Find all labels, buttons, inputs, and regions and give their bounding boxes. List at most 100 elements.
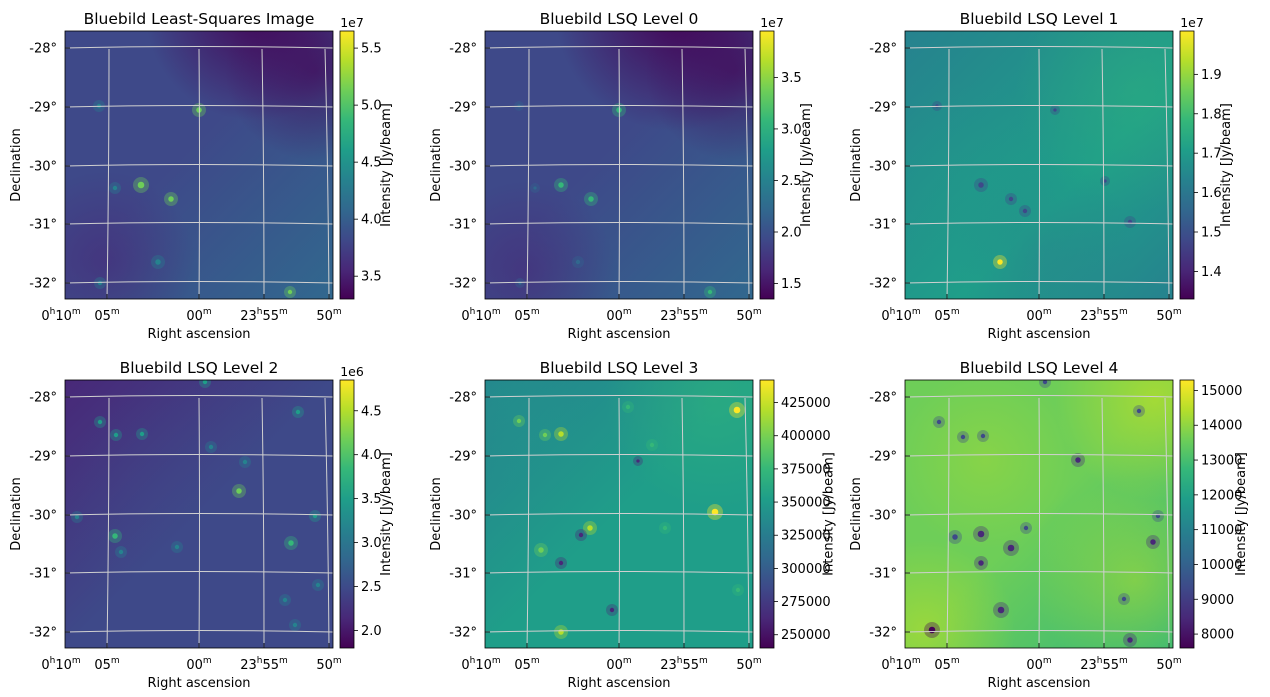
ra-grid-line xyxy=(1038,397,1040,648)
y-axis-label: Declination xyxy=(9,128,24,202)
point-source xyxy=(977,530,985,538)
x-tick-label: 05m xyxy=(514,656,539,673)
dec-grid-line xyxy=(905,222,1173,225)
colorbar-label: Intensity [Jy/beam] xyxy=(1234,452,1249,576)
y-tick-label: -31° xyxy=(29,567,57,582)
y-tick-label: -31° xyxy=(869,567,897,582)
image-area xyxy=(905,31,1173,299)
emission-region xyxy=(1055,380,1173,500)
ra-grid-line xyxy=(526,48,530,299)
y-axis-label: Declination xyxy=(849,477,864,551)
colorbar-tick-label: 3.5 xyxy=(361,492,382,507)
emission-region xyxy=(905,540,1015,648)
dec-grid-line xyxy=(905,630,1173,633)
x-axis-label: Right ascension xyxy=(147,676,250,691)
image-area xyxy=(479,31,753,301)
point-source xyxy=(960,434,966,440)
colorbar-tick-label: 1.5 xyxy=(1201,226,1222,241)
point-source xyxy=(1023,525,1029,531)
emission-region xyxy=(645,31,753,161)
y-tick-label: -32° xyxy=(869,277,897,292)
point-source xyxy=(1075,457,1081,463)
point-source xyxy=(558,182,564,188)
dec-grid-line xyxy=(65,630,333,633)
ra-grid-line xyxy=(526,397,530,648)
x-tick-label: 50m xyxy=(316,307,341,324)
colorbar-tick-label: 4.5 xyxy=(361,404,382,419)
ra-grid-line xyxy=(946,48,950,299)
y-tick-label: -30° xyxy=(29,509,57,524)
point-source xyxy=(208,444,214,450)
y-tick-label: -32° xyxy=(869,626,897,641)
x-tick-label: 0h10m xyxy=(461,656,500,673)
colorbar-tick-label: 4.0 xyxy=(361,448,382,463)
colorbar-tick-label: 275000 xyxy=(781,595,831,610)
dec-grid-line xyxy=(905,395,1173,398)
chart-title: Bluebild LSQ Level 1 xyxy=(960,10,1119,28)
dec-grid-line xyxy=(485,513,753,516)
x-tick-label: 05m xyxy=(94,307,119,324)
dec-grid-line xyxy=(905,281,1173,284)
ra-grid-line xyxy=(479,49,483,301)
point-source xyxy=(636,459,640,463)
emission-region xyxy=(485,181,615,299)
colorbar-tick-label: 12000 xyxy=(1201,488,1242,503)
point-source xyxy=(74,514,80,520)
point-source xyxy=(1022,208,1028,214)
y-axis-label: Declination xyxy=(429,128,444,202)
point-source xyxy=(558,629,564,635)
image-area xyxy=(65,380,333,648)
x-tick-label: 50m xyxy=(1156,656,1181,673)
emission-region xyxy=(635,520,753,648)
x-axis-label: Right ascension xyxy=(567,327,670,342)
ra-grid-line xyxy=(261,397,265,648)
ra-grid-line xyxy=(198,397,200,648)
emission-region xyxy=(905,380,1075,550)
x-tick-label: 50m xyxy=(736,656,761,673)
colorbar-tick-label: 4.5 xyxy=(361,156,382,171)
colorbar-tick-label: 15000 xyxy=(1201,384,1242,399)
colorbar xyxy=(759,379,775,649)
colorbar-tick-label: 350000 xyxy=(781,496,831,511)
point-source xyxy=(625,404,631,410)
point-source xyxy=(936,419,942,425)
x-axis-label: Right ascension xyxy=(987,327,1090,342)
ra-grid-line xyxy=(681,397,685,648)
ra-grid-line xyxy=(324,397,330,648)
point-source xyxy=(1053,108,1057,112)
point-source xyxy=(202,380,208,385)
colorbar-tick-label: 3.0 xyxy=(361,536,382,551)
dec-grid-line xyxy=(65,571,333,574)
dec-grid-line xyxy=(485,105,753,108)
colorbar xyxy=(1179,379,1195,649)
colorbar-tick-label: 1.6 xyxy=(1201,186,1222,201)
point-source xyxy=(997,606,1005,614)
point-source xyxy=(295,409,301,415)
point-source xyxy=(997,259,1003,265)
ra-grid-line xyxy=(106,397,110,648)
x-tick-label: 23h55m xyxy=(660,656,708,673)
point-source xyxy=(112,185,118,191)
colorbar-tick-label: 1.8 xyxy=(1201,107,1222,122)
x-tick-label: 00m xyxy=(1026,307,1051,324)
chart-title: Bluebild LSQ Level 4 xyxy=(960,359,1119,377)
colorbar-offset: 1e6 xyxy=(340,364,364,379)
y-tick-label: -28° xyxy=(869,42,897,57)
x-tick-label: 05m xyxy=(514,307,539,324)
dec-grid-line xyxy=(485,395,753,398)
point-source xyxy=(952,534,958,540)
chart-title: Bluebild Least-Squares Image xyxy=(84,10,315,28)
chart-panel: Bluebild LSQ Level 1 -28° -29° -30° -31° -32°… xyxy=(849,10,1234,342)
x-tick-label: 00m xyxy=(606,656,631,673)
x-tick-label: 23h55m xyxy=(1080,307,1128,324)
y-tick-label: -30° xyxy=(29,160,57,175)
dec-grid-line xyxy=(65,105,333,108)
point-source xyxy=(538,547,544,553)
dec-grid-line xyxy=(485,630,753,633)
y-tick-label: -32° xyxy=(449,626,477,641)
dec-grid-line xyxy=(65,281,333,284)
point-source xyxy=(236,488,242,494)
x-tick-label: 23h55m xyxy=(240,656,288,673)
ra-grid-line xyxy=(744,48,750,299)
